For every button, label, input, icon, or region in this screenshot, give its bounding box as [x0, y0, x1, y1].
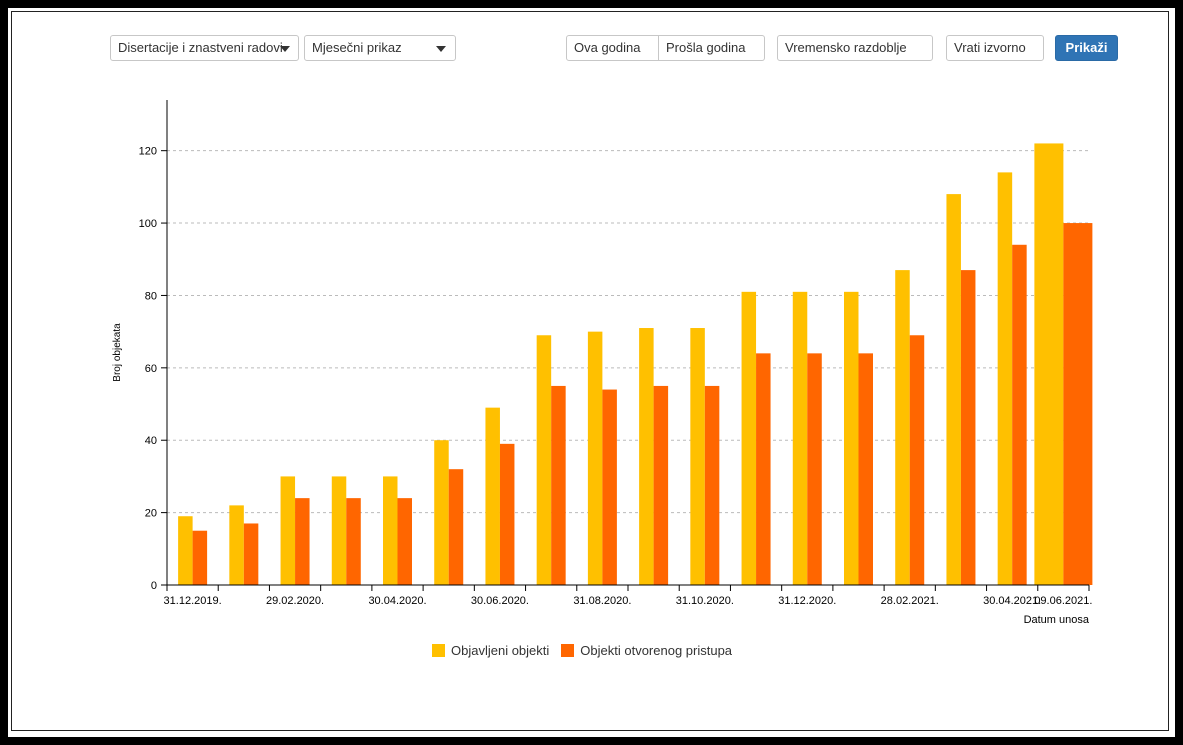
- x-tick-label: 09.06.2021.: [1034, 595, 1092, 607]
- bar-open-access: [243, 523, 259, 585]
- view-select-label: Mjesečni prikaz: [312, 40, 402, 55]
- x-tick-label: 30.06.2020.: [471, 595, 529, 607]
- x-tick-label: 31.12.2020.: [778, 595, 836, 607]
- chart-panel: Disertacije i znastveni radovi Mjesečni …: [11, 11, 1169, 731]
- bar-published: [229, 505, 244, 585]
- x-tick-label: 30.04.2021.: [983, 595, 1041, 607]
- view-select[interactable]: Mjesečni prikaz: [304, 35, 456, 61]
- bar-published: [587, 331, 603, 585]
- reset-button[interactable]: Vrati izvorno: [946, 35, 1044, 61]
- bar-published: [331, 476, 347, 585]
- bar-open-access: [499, 443, 515, 585]
- legend-item-open-access: Objekti otvorenog pristupa: [561, 643, 732, 658]
- collection-select-label: Disertacije i znastveni radovi: [118, 40, 283, 55]
- bar-chart: 0 20 40 60 80 100 120 31.12.2019. 29.02.2020. 30.…: [112, 100, 1093, 626]
- bar-open-access: [295, 498, 310, 585]
- bar-published: [997, 172, 1013, 585]
- bar-published: [536, 335, 552, 585]
- x-tick-label: 28.02.2021.: [881, 595, 939, 607]
- chart-legend: Objavljeni objekti Objekti otvorenog pri…: [432, 640, 744, 660]
- time-period-button[interactable]: Vremensko razdoblje: [777, 35, 933, 61]
- bar-open-access: [960, 270, 976, 585]
- bar-published: [434, 440, 449, 585]
- bar-published: [639, 328, 654, 585]
- bar-published: [741, 291, 757, 585]
- y-tick-label: 20: [145, 508, 157, 520]
- y-tick-label: 120: [139, 146, 157, 158]
- last-year-button[interactable]: Prošla godina: [659, 35, 765, 61]
- bar-published: [792, 291, 808, 585]
- bar-open-access: [551, 385, 566, 585]
- bar-open-access: [602, 389, 617, 585]
- chevron-down-icon: [436, 46, 446, 52]
- legend-swatch-published: [432, 643, 445, 657]
- x-tick-label: 31.12.2019.: [164, 595, 222, 607]
- x-tick-label: 29.02.2020.: [266, 595, 324, 607]
- bar-open-access: [756, 353, 771, 585]
- legend-swatch-open-access: [561, 643, 575, 657]
- y-axis-label: Broj objekata: [112, 323, 123, 382]
- y-tick-label: 40: [145, 435, 157, 447]
- bar-open-access: [448, 469, 464, 585]
- this-year-label: Ova godina: [574, 40, 641, 55]
- window-frame: Disertacije i znastveni radovi Mjesečni …: [8, 8, 1175, 737]
- this-year-button[interactable]: Ova godina: [566, 35, 659, 61]
- bar-open-access: [807, 353, 822, 585]
- time-period-label: Vremensko razdoblje: [785, 40, 907, 55]
- y-tick-label: 60: [145, 363, 157, 375]
- legend-label-published: Objavljeni objekti: [451, 642, 550, 658]
- x-tick-label: 31.10.2020.: [676, 595, 734, 607]
- bar-published: [946, 194, 961, 585]
- collection-select[interactable]: Disertacije i znastveni radovi: [110, 35, 299, 61]
- bar-published: [1034, 143, 1064, 585]
- show-button[interactable]: Prikaži: [1055, 35, 1118, 61]
- show-label: Prikaži: [1065, 40, 1108, 55]
- bar-published: [280, 476, 296, 585]
- bar-published: [895, 270, 910, 585]
- y-tick-label: 80: [145, 290, 157, 302]
- x-axis-label: Datum unosa: [1024, 614, 1090, 626]
- bar-open-access: [858, 353, 873, 585]
- x-tick-label: 30.04.2020.: [368, 595, 426, 607]
- bar-open-access: [653, 385, 669, 585]
- x-tick-label: 31.08.2020.: [573, 595, 631, 607]
- bar-published: [844, 291, 859, 585]
- legend-item-published: Objavljeni objekti: [432, 643, 549, 658]
- reset-label: Vrati izvorno: [954, 40, 1026, 55]
- legend-label-open-access: Objekti otvorenog pristupa: [580, 642, 733, 658]
- last-year-label: Prošla godina: [666, 40, 746, 55]
- y-tick-label: 0: [151, 580, 157, 592]
- bar-open-access: [1012, 244, 1027, 585]
- chevron-down-icon: [280, 46, 290, 52]
- bar-open-access: [192, 530, 208, 585]
- bar-published: [485, 407, 500, 585]
- bar-published: [178, 516, 193, 585]
- bar-open-access: [397, 498, 412, 585]
- bar-published: [383, 476, 398, 585]
- bar-open-access: [704, 385, 720, 585]
- bar-open-access: [909, 335, 925, 585]
- bar-open-access: [346, 498, 361, 585]
- bar-published: [690, 328, 705, 585]
- bar-open-access: [1063, 223, 1093, 586]
- y-tick-label: 100: [139, 218, 157, 230]
